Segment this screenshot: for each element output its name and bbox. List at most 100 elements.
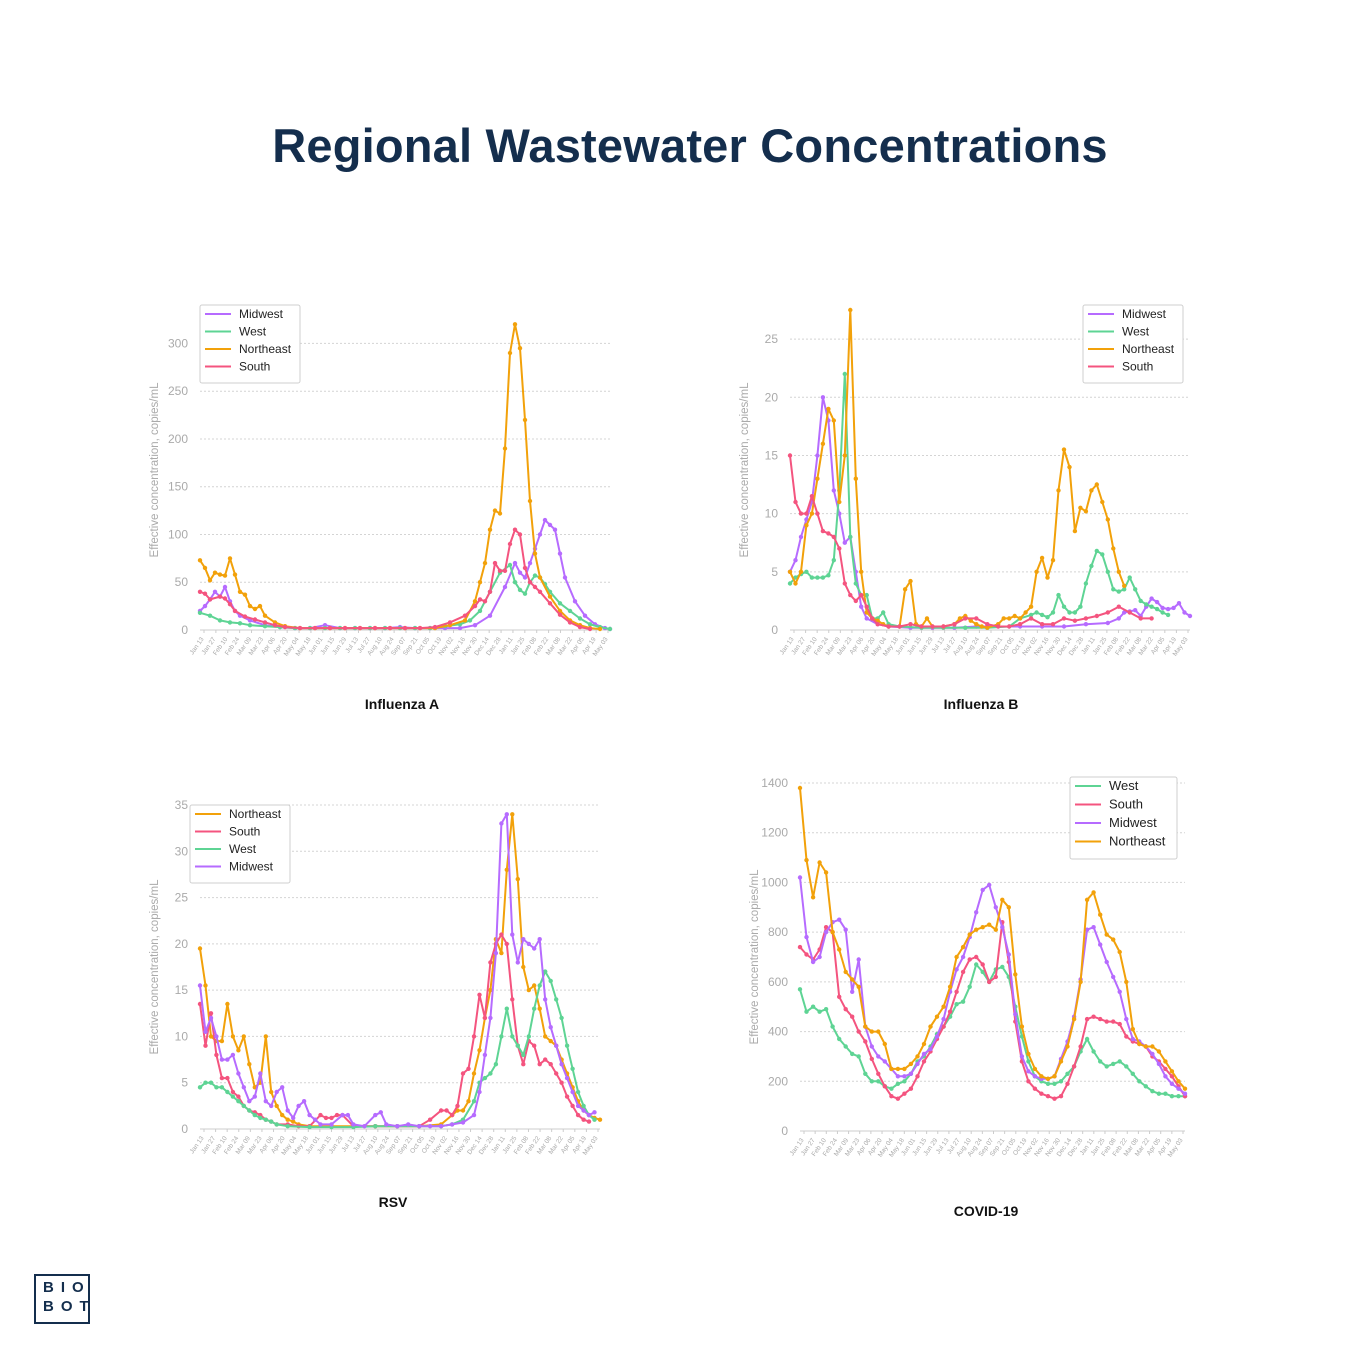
data-point-south: [947, 1009, 953, 1014]
data-point-northeast: [810, 895, 816, 900]
data-point-midwest: [460, 1120, 466, 1125]
data-point-midwest: [820, 395, 826, 400]
page-title: Regional Wastewater Concentrations: [272, 119, 1108, 172]
data-point-northeast: [597, 1117, 603, 1122]
data-point-south: [230, 1089, 236, 1095]
data-point-south: [823, 925, 829, 930]
data-point-northeast: [1083, 509, 1089, 514]
data-point-south: [869, 1056, 874, 1062]
data-point-northeast: [219, 1038, 225, 1044]
legend-label-west: West: [239, 325, 267, 339]
data-point-south: [460, 1071, 466, 1076]
data-point-west: [488, 1071, 493, 1076]
data-point-northeast: [291, 1119, 296, 1124]
data-point-west: [1050, 610, 1056, 615]
logo-line-2: BOT: [43, 1298, 96, 1315]
data-point-northeast: [882, 1041, 887, 1047]
data-point-northeast: [225, 1001, 230, 1007]
y-tick-label: 250: [168, 384, 188, 398]
data-point-northeast: [1078, 505, 1083, 510]
data-point-northeast: [1182, 1086, 1188, 1091]
data-point-south: [282, 624, 288, 630]
data-point-midwest: [301, 1099, 307, 1104]
data-point-northeast: [1156, 1049, 1162, 1054]
data-point-south: [859, 592, 864, 598]
data-point-northeast: [830, 929, 835, 935]
data-point-west: [537, 983, 542, 988]
data-point-northeast: [472, 599, 478, 604]
data-point-northeast: [826, 406, 831, 412]
legend-box: [1069, 776, 1178, 860]
data-point-west: [881, 610, 886, 615]
data-point-midwest: [1176, 601, 1182, 606]
data-point-south: [1071, 1064, 1077, 1069]
data-point-west: [830, 1024, 835, 1029]
covid-19-title: COVID-19: [953, 1203, 1019, 1219]
data-point-west: [517, 587, 523, 593]
data-point-midwest: [1187, 613, 1193, 619]
data-point-south: [512, 527, 518, 532]
data-point-northeast: [869, 1029, 874, 1034]
data-point-northeast: [488, 987, 493, 993]
data-point-west: [237, 621, 243, 626]
data-point-northeast: [974, 622, 979, 627]
data-point-south: [826, 531, 831, 536]
data-point-midwest: [285, 1108, 290, 1113]
data-point-west: [787, 581, 793, 586]
legend-label-west: West: [1122, 325, 1150, 339]
influenza-b-title: Influenza B: [943, 696, 1019, 712]
data-point-northeast: [247, 1062, 252, 1067]
data-point-west: [1127, 575, 1132, 580]
y-tick-label: 200: [168, 432, 188, 446]
data-point-west: [1111, 1061, 1116, 1067]
data-point-northeast: [1104, 932, 1109, 937]
data-point-northeast: [804, 523, 809, 528]
legend-label-northeast: Northeast: [229, 807, 282, 821]
y-tick-label: 15: [765, 448, 779, 462]
data-point-northeast: [863, 1024, 868, 1029]
data-point-west: [557, 601, 563, 606]
influenza-a-title: Influenza A: [364, 696, 440, 712]
data-point-midwest: [908, 1071, 914, 1076]
data-point-midwest: [526, 941, 531, 947]
data-point-midwest: [542, 517, 548, 523]
data-point-northeast: [247, 603, 253, 609]
data-point-northeast: [1034, 569, 1039, 574]
data-point-midwest: [850, 989, 855, 994]
y-tick-label: 15: [175, 983, 189, 997]
data-point-midwest: [837, 917, 842, 922]
data-point-northeast: [1050, 558, 1056, 563]
data-point-midwest: [472, 623, 478, 628]
data-point-northeast: [831, 418, 836, 423]
data-point-midwest: [258, 1071, 263, 1076]
data-point-west: [1122, 587, 1127, 592]
data-point-south: [921, 1059, 927, 1064]
data-point-midwest: [581, 1108, 586, 1113]
data-point-west: [1056, 592, 1061, 598]
data-point-south: [987, 979, 992, 985]
y-tick-label: 20: [765, 390, 779, 404]
data-point-west: [1098, 1059, 1103, 1064]
data-point-south: [537, 1062, 542, 1067]
data-point-northeast: [222, 573, 228, 578]
data-point-west: [564, 1043, 570, 1048]
data-point-midwest: [842, 540, 847, 545]
data-point-midwest: [987, 882, 992, 888]
data-point-south: [863, 1039, 868, 1044]
data-point-northeast: [1028, 604, 1034, 609]
y-tick-label: 0: [781, 1124, 788, 1138]
data-point-west: [548, 978, 553, 984]
data-point-south: [327, 625, 333, 631]
data-point-midwest: [859, 604, 864, 609]
data-point-northeast: [908, 578, 913, 584]
data-point-northeast: [462, 618, 468, 623]
data-point-midwest: [831, 488, 836, 493]
data-point-northeast: [510, 812, 515, 817]
data-point-west: [307, 1124, 312, 1130]
data-point-midwest: [1130, 1036, 1135, 1042]
data-point-midwest: [522, 575, 528, 580]
data-point-south: [848, 592, 853, 598]
data-point-midwest: [487, 613, 493, 618]
data-point-midwest: [559, 1062, 564, 1067]
data-point-south: [853, 598, 858, 604]
